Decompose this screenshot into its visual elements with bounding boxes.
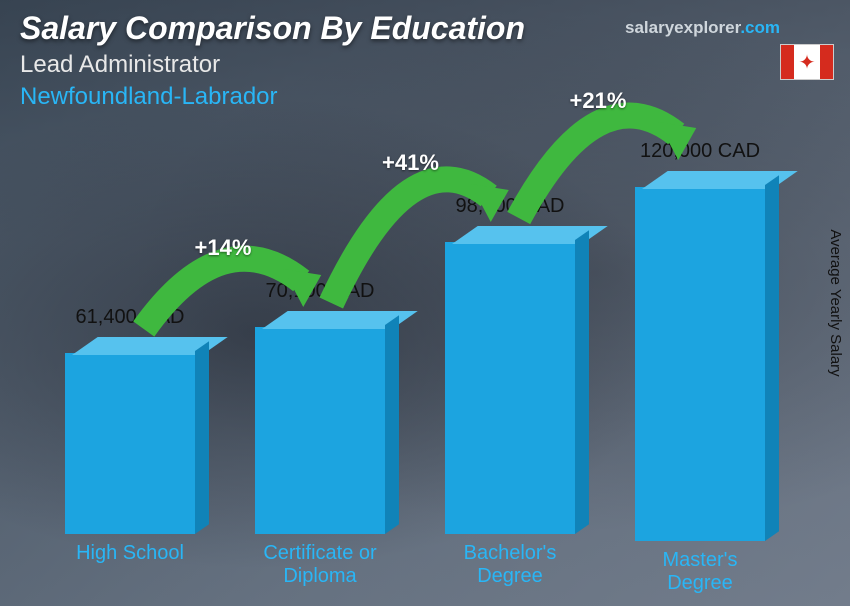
bar-wrap: 98,900 CAD <box>420 140 600 534</box>
bar-front-face <box>445 242 575 534</box>
bar-wrap: 70,100 CAD <box>230 140 410 534</box>
bar-value-label: 61,400 CAD <box>76 306 185 329</box>
canada-flag-icon: ✦ <box>780 44 834 80</box>
watermark-suffix: .com <box>740 18 780 37</box>
bar <box>445 224 575 534</box>
category-label: Bachelor'sDegree <box>464 542 557 590</box>
bar <box>635 169 765 541</box>
bar <box>255 309 385 534</box>
bar-front-face <box>255 327 385 534</box>
bar <box>65 335 195 534</box>
chart-column: 70,100 CAD Certificate orDiploma <box>230 140 410 590</box>
bar-side-face <box>765 175 779 541</box>
bar-value-label: 98,900 CAD <box>456 195 565 218</box>
bar-side-face <box>385 315 399 534</box>
watermark-brand: salaryexplorer <box>625 18 740 37</box>
chart-column: 98,900 CAD Bachelor'sDegree <box>420 140 600 590</box>
chart-region: Newfoundland-Labrador <box>20 83 830 111</box>
chart-subtitle: Lead Administrator <box>20 51 830 79</box>
bar-wrap: 120,000 CAD <box>610 140 790 541</box>
chart-column: 61,400 CAD High School <box>40 140 220 590</box>
bar-front-face <box>65 353 195 534</box>
bar-front-face <box>635 187 765 541</box>
bar-value-label: 70,100 CAD <box>266 280 375 303</box>
y-axis-label: Average Yearly Salary <box>827 229 844 376</box>
infographic-container: Salary Comparison By Education Lead Admi… <box>0 0 850 606</box>
chart-column: 120,000 CADMaster'sDegree <box>610 140 790 590</box>
category-label: High School <box>76 542 184 590</box>
maple-leaf-icon: ✦ <box>799 50 816 75</box>
bar-value-label: 120,000 CAD <box>640 140 760 163</box>
category-label: Certificate orDiploma <box>263 542 376 590</box>
bar-side-face <box>195 341 209 534</box>
bar-wrap: 61,400 CAD <box>40 140 220 534</box>
watermark: salaryexplorer.com <box>625 18 780 38</box>
bar-side-face <box>575 230 589 534</box>
bar-chart: 61,400 CAD High School 70,100 CAD Certifica… <box>40 140 790 590</box>
category-label: Master'sDegree <box>663 549 738 597</box>
